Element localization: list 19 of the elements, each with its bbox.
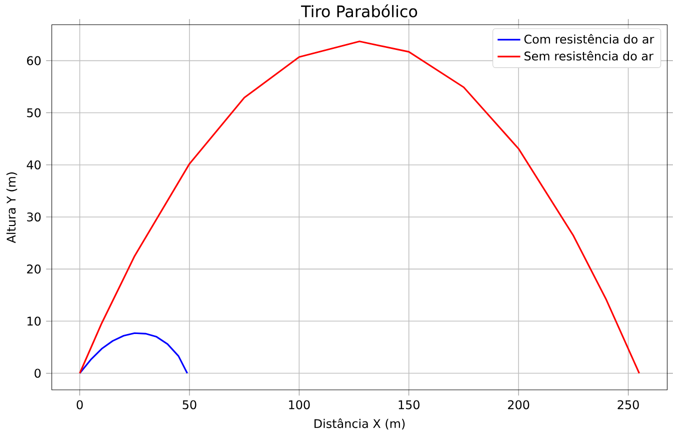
x-tick-label: 50 [182, 400, 196, 410]
y-tick-label: 30 [27, 212, 41, 222]
x-tick-label: 250 [618, 400, 639, 410]
x-tick-label: 0 [76, 400, 83, 410]
x-tick-label: 100 [289, 400, 310, 410]
x-axis-title: Distância X (m) [314, 418, 405, 430]
y-tick-label: 20 [27, 264, 41, 274]
y-tick-label: 40 [26, 160, 41, 170]
chart-title: Tiro Parabólico [301, 4, 418, 18]
y-tick-label: 0 [34, 368, 41, 378]
y-tick-label: 10 [28, 316, 41, 326]
y-tick-label: 60 [27, 56, 41, 66]
x-tick-label: 200 [508, 400, 530, 410]
legend-label: Sem resistência do ar [524, 50, 654, 61]
line-series [78, 332, 188, 374]
y-tick-label: 50 [27, 108, 41, 118]
legend-label: Com resistência do ar [524, 34, 654, 44]
x-tick-label: 150 [398, 400, 420, 410]
y-axis-title: Altura Y (m) [6, 172, 18, 244]
